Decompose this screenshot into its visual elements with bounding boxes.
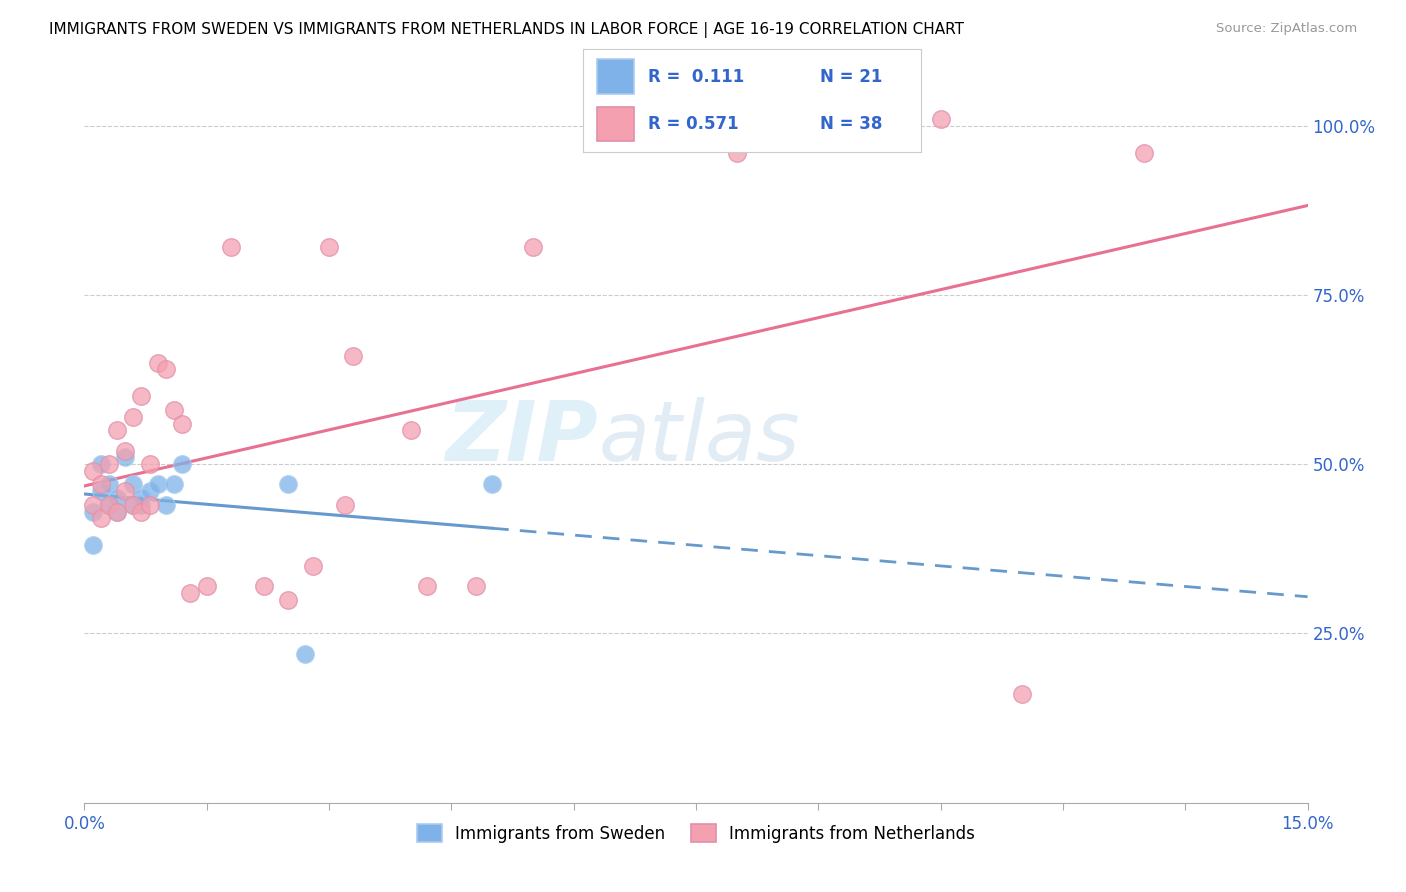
- Point: [522, 240, 544, 254]
- Point: [131, 491, 153, 505]
- Point: [105, 423, 128, 437]
- Point: [294, 647, 316, 661]
- Point: [399, 423, 422, 437]
- Point: [82, 498, 104, 512]
- Point: [90, 477, 112, 491]
- Point: [481, 477, 503, 491]
- Point: [82, 538, 104, 552]
- Text: N = 38: N = 38: [820, 115, 882, 133]
- Point: [90, 457, 112, 471]
- Point: [82, 464, 104, 478]
- Point: [1011, 688, 1033, 702]
- Point: [122, 498, 145, 512]
- Point: [725, 145, 748, 160]
- Point: [138, 484, 160, 499]
- Point: [172, 417, 194, 431]
- Text: ZIP: ZIP: [446, 397, 598, 477]
- Point: [318, 240, 340, 254]
- Text: atlas: atlas: [598, 397, 800, 477]
- Point: [138, 498, 160, 512]
- Point: [122, 477, 145, 491]
- Point: [195, 579, 218, 593]
- Point: [929, 112, 952, 126]
- Point: [122, 409, 145, 424]
- Point: [90, 484, 112, 499]
- Point: [131, 498, 153, 512]
- Point: [155, 498, 177, 512]
- Point: [644, 112, 666, 126]
- Point: [122, 498, 145, 512]
- Point: [179, 586, 201, 600]
- Point: [253, 579, 276, 593]
- Point: [114, 450, 136, 465]
- Text: IMMIGRANTS FROM SWEDEN VS IMMIGRANTS FROM NETHERLANDS IN LABOR FORCE | AGE 16-19: IMMIGRANTS FROM SWEDEN VS IMMIGRANTS FRO…: [49, 22, 965, 38]
- Point: [1133, 145, 1156, 160]
- Point: [277, 592, 299, 607]
- Point: [301, 558, 323, 573]
- Point: [105, 491, 128, 505]
- Point: [416, 579, 439, 593]
- FancyBboxPatch shape: [598, 59, 634, 95]
- Point: [97, 457, 120, 471]
- Point: [82, 505, 104, 519]
- Point: [105, 505, 128, 519]
- Point: [138, 457, 160, 471]
- Point: [219, 240, 242, 254]
- Point: [97, 498, 120, 512]
- Text: R =  0.111: R = 0.111: [648, 68, 744, 86]
- Point: [342, 349, 364, 363]
- FancyBboxPatch shape: [598, 106, 634, 141]
- Point: [97, 477, 120, 491]
- Point: [114, 484, 136, 499]
- Point: [277, 477, 299, 491]
- Text: R = 0.571: R = 0.571: [648, 115, 738, 133]
- Point: [163, 403, 186, 417]
- Point: [146, 355, 169, 369]
- Point: [131, 389, 153, 403]
- Text: Source: ZipAtlas.com: Source: ZipAtlas.com: [1216, 22, 1357, 36]
- Point: [335, 498, 357, 512]
- Text: N = 21: N = 21: [820, 68, 882, 86]
- Point: [172, 457, 194, 471]
- Point: [90, 511, 112, 525]
- Point: [464, 579, 486, 593]
- Point: [146, 477, 169, 491]
- Point: [131, 505, 153, 519]
- Point: [114, 443, 136, 458]
- Point: [105, 505, 128, 519]
- Point: [155, 362, 177, 376]
- Point: [163, 477, 186, 491]
- Legend: Immigrants from Sweden, Immigrants from Netherlands: Immigrants from Sweden, Immigrants from …: [411, 818, 981, 849]
- Point: [97, 498, 120, 512]
